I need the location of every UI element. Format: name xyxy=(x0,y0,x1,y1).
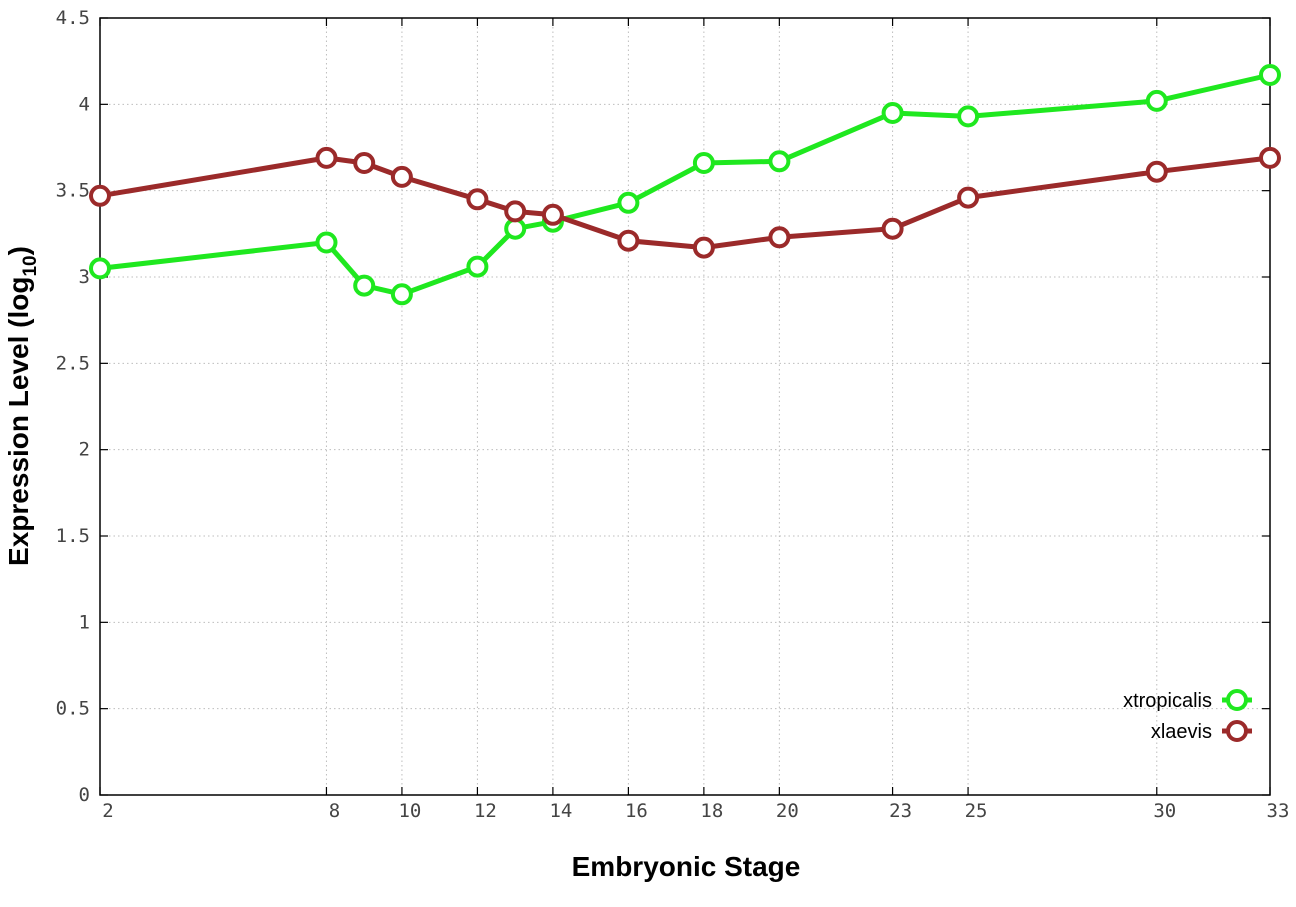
data-point-xlaevis xyxy=(617,229,640,252)
data-point-xlaevis xyxy=(692,236,715,259)
y-axis-ticks: 0 0.5 1 1.5 2 2.5 3 3.5 4 4.5 xyxy=(56,7,1270,806)
data-point-xtropicalis xyxy=(768,150,791,173)
legend-entry-xtropicalis: xtropicalis xyxy=(1123,689,1252,712)
series-xlaevis xyxy=(89,146,1281,259)
x-tick-label: 10 xyxy=(398,800,421,822)
data-point-xtropicalis xyxy=(353,274,376,297)
y-tick-label: 0.5 xyxy=(56,698,90,720)
x-axis-ticks: 2 8 10 12 14 16 18 20 23 25 30 33 xyxy=(99,18,1290,822)
y-tick-label: 2.5 xyxy=(56,352,90,374)
y-axis-title-subscript: 10 xyxy=(20,255,41,276)
legend-label-xlaevis: xlaevis xyxy=(1151,721,1212,743)
x-tick-label: 8 xyxy=(329,800,340,822)
x-axis-title: Embryonic Stage xyxy=(572,851,801,882)
data-point-xtropicalis xyxy=(617,191,640,214)
data-point-xtropicalis xyxy=(315,231,338,254)
y-axis-title-tail: ) xyxy=(3,246,34,255)
x-tick-label: 25 xyxy=(965,800,988,822)
x-tick-label: 30 xyxy=(1153,800,1176,822)
x-tick-label: 14 xyxy=(549,800,572,822)
legend-entry-xlaevis: xlaevis xyxy=(1151,720,1252,743)
data-point-xtropicalis xyxy=(466,255,489,278)
x-tick-label: 33 xyxy=(1267,800,1290,822)
x-tick-label: 16 xyxy=(625,800,648,822)
data-point-xlaevis xyxy=(957,186,980,209)
data-point-xtropicalis xyxy=(1259,64,1281,86)
x-tick-label: 23 xyxy=(889,800,912,822)
data-point-xlaevis xyxy=(504,200,527,223)
y-axis-title-main: Expression Level (log xyxy=(3,277,34,566)
data-point-xlaevis xyxy=(768,226,791,249)
data-point-xlaevis xyxy=(89,184,111,207)
data-point-xlaevis xyxy=(541,203,564,226)
series-group xyxy=(89,64,1281,306)
x-tick-label: 12 xyxy=(474,800,497,822)
data-point-xtropicalis xyxy=(692,152,715,174)
y-axis-title: Expression Level (log10) xyxy=(3,246,41,566)
x-tick-label: 2 xyxy=(102,800,113,822)
data-point-xtropicalis xyxy=(1145,89,1168,112)
data-point-xlaevis xyxy=(1145,160,1168,183)
data-point-xlaevis xyxy=(353,152,376,174)
y-tick-label: 0 xyxy=(79,784,90,806)
data-point-xlaevis xyxy=(466,188,489,211)
grid-lines xyxy=(100,18,1270,795)
y-tick-label: 3 xyxy=(79,266,90,288)
legend-label-xtropicalis: xtropicalis xyxy=(1123,690,1212,712)
plot-border xyxy=(99,17,1271,796)
data-point-xtropicalis xyxy=(89,257,111,280)
y-tick-label: 4.5 xyxy=(56,7,90,29)
y-tick-label: 4 xyxy=(79,93,90,115)
data-point-xtropicalis xyxy=(957,105,980,128)
plot-frame xyxy=(99,17,1271,796)
data-point-xlaevis xyxy=(881,217,904,240)
y-tick-label: 1.5 xyxy=(56,525,90,547)
data-point-xlaevis xyxy=(315,146,338,169)
data-point-xlaevis xyxy=(1259,146,1281,169)
x-tick-label: 20 xyxy=(776,800,799,822)
y-tick-label: 1 xyxy=(79,611,90,633)
y-tick-label: 2 xyxy=(79,439,90,461)
y-tick-label: 3.5 xyxy=(56,180,90,202)
legend-swatch-marker-xtropicalis xyxy=(1226,689,1248,711)
legend: xtropicalis xlaevis xyxy=(1123,689,1252,743)
data-point-xtropicalis xyxy=(881,102,904,124)
series-line-xtropicalis xyxy=(97,72,1273,297)
x-tick-label: 18 xyxy=(700,800,723,822)
legend-swatch-marker-xlaevis xyxy=(1226,720,1248,742)
series-xtropicalis xyxy=(89,64,1281,306)
data-point-xtropicalis xyxy=(390,283,413,306)
data-point-xlaevis xyxy=(390,165,413,188)
